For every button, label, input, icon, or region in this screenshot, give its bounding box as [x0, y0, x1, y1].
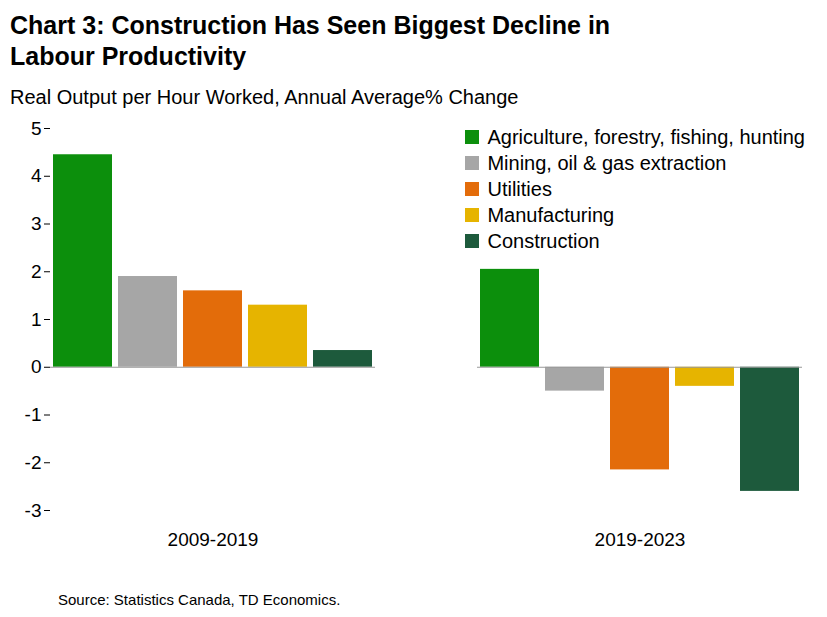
svg-text:2: 2	[31, 261, 42, 282]
svg-text:0: 0	[31, 356, 42, 377]
svg-text:-2: -2	[25, 452, 42, 473]
svg-text:3: 3	[31, 213, 42, 234]
svg-text:1: 1	[31, 309, 42, 330]
html-text:Utilities: Utilities	[487, 177, 552, 200]
html-text:Manufacturing: Manufacturing	[487, 203, 615, 226]
svg-text:2019-2023: 2019-2023	[595, 529, 686, 550]
svg-text:2009-2019: 2009-2019	[168, 529, 259, 550]
html-text:Source: Statistics Canada, TD: Source: Statistics Canada, TD Economics.	[58, 591, 341, 608]
html-text:Real Output per Hour Worked, A: Real Output per Hour Worked, Annual Aver…	[10, 86, 519, 108]
html-text:Mining, oil & gas extraction: Mining, oil & gas extraction	[487, 151, 727, 174]
html-text:Agriculture, forestry, fishing: Agriculture, forestry, fishing, hunting	[487, 125, 805, 148]
svg-text:4: 4	[31, 165, 42, 186]
html-text:Chart 3: Construction Has Seen: Chart 3: Construction Has Seen Biggest D…	[10, 11, 611, 70]
svg-text:-1: -1	[25, 404, 42, 425]
svg-text:5: 5	[31, 118, 42, 139]
html-text:Construction: Construction	[487, 229, 600, 252]
svg-text:-3: -3	[25, 500, 42, 521]
